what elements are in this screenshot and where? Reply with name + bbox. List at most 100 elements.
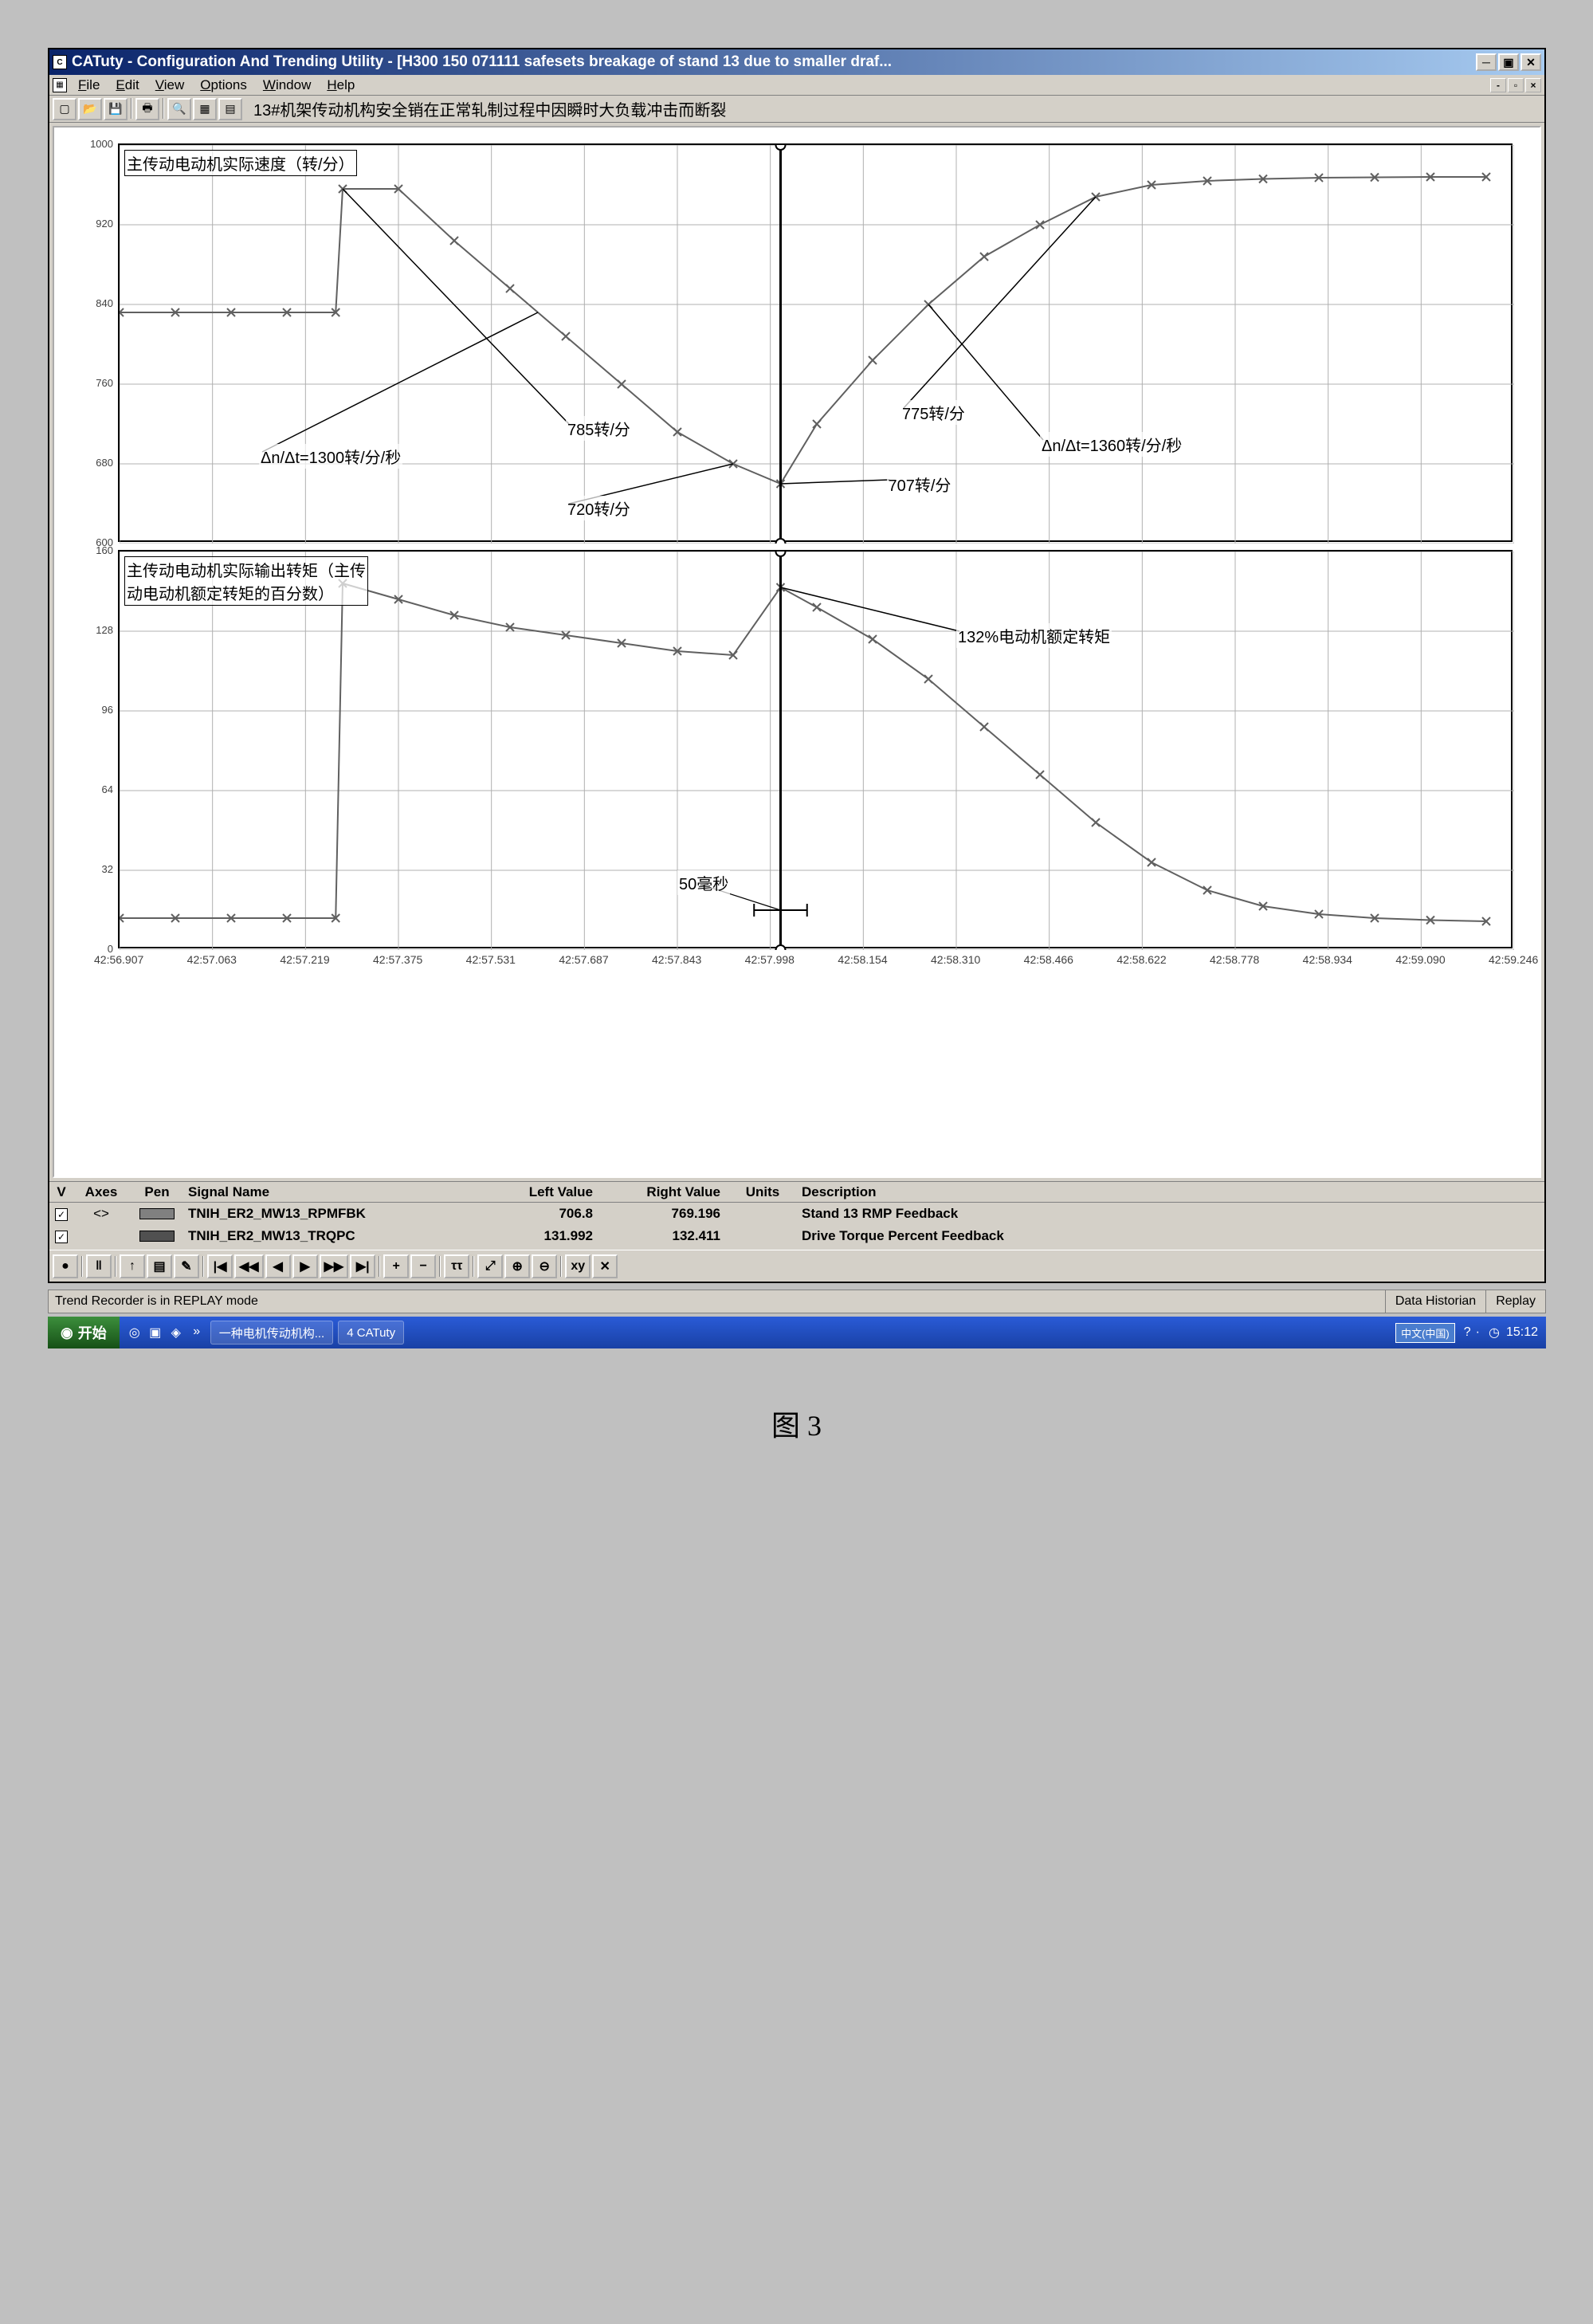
playback-btn-4[interactable]: ✎ [174,1254,199,1278]
zoom-icon[interactable]: 🔍 [167,98,191,120]
playback-btn-1[interactable]: ‖ [86,1254,112,1278]
x-tick-label: 42:56.907 [94,953,143,966]
playback-btn-11[interactable]: + [383,1254,409,1278]
chart-icon[interactable]: ▦ [193,98,217,120]
status-text: Trend Recorder is in REPLAY mode [49,1294,1385,1309]
y-tick-label: 680 [57,457,113,469]
playback-btn-16[interactable]: ⊖ [532,1254,557,1278]
legend-h-units: Units [727,1184,798,1200]
chart-annotation: 775转/分 [900,400,967,425]
playback-btn-12[interactable]: − [410,1254,436,1278]
chart-area[interactable]: 42:56.90742:57.06342:57.21942:57.37542:5… [53,126,1541,1178]
left-value: 131.992 [488,1228,599,1244]
start-label: 开始 [78,1322,107,1343]
titlebar[interactable]: C CATuty - Configuration And Trending Ut… [49,49,1544,75]
chart-annotation: 132%电动机额定转矩 [956,623,1112,648]
pen-swatch [139,1231,175,1242]
menu-view[interactable]: View [147,76,193,94]
quicklaunch-icon[interactable]: ◎ [126,1325,143,1341]
new-icon[interactable]: ▢ [53,98,77,120]
right-value: 769.196 [599,1206,727,1222]
minimize-button[interactable]: ─ [1476,53,1497,71]
y-tick-label: 64 [57,783,113,795]
x-tick-label: 42:58.466 [1024,953,1073,966]
playback-btn-13[interactable]: ττ [444,1254,469,1278]
playback-btn-15[interactable]: ⊕ [504,1254,530,1278]
y-tick-label: 128 [57,624,113,636]
tray-icon[interactable]: ? [1464,1325,1471,1339]
legend-h-v: V [49,1184,73,1200]
quicklaunch-icon[interactable]: » [188,1325,206,1341]
signal-name: TNIH_ER2_MW13_RPMFBK [185,1206,488,1222]
chart-annotation: 707转/分 [887,472,953,497]
visibility-checkbox[interactable]: ✓ [55,1208,68,1221]
playback-btn-14[interactable]: ⤢ [477,1254,503,1278]
menu-window[interactable]: Window [255,76,319,94]
status-mode: Replay [1485,1290,1545,1313]
menu-help[interactable]: Help [319,76,363,94]
status-bar: Trend Recorder is in REPLAY mode Data Hi… [48,1290,1546,1313]
playback-btn-3[interactable]: ▤ [147,1254,172,1278]
main-window: C CATuty - Configuration And Trending Ut… [48,48,1546,1283]
playback-toolbar: ●‖↑▤✎|◀◀◀◀▶▶▶▶|+−ττ⤢⊕⊖xy✕ [49,1250,1544,1282]
playback-btn-0[interactable]: ● [53,1254,78,1278]
open-icon[interactable]: 📂 [78,98,102,120]
y-tick-label: 760 [57,377,113,389]
mdi-child-icon[interactable]: ▦ [53,78,67,92]
mdi-close[interactable]: × [1525,78,1541,92]
menu-options[interactable]: Options [192,76,255,94]
taskbar-clock: 15:12 [1506,1325,1538,1340]
menu-edit[interactable]: Edit [108,76,147,94]
legend-row[interactable]: ✓TNIH_ER2_MW13_TRQPC131.992132.411Drive … [49,1225,1544,1247]
menu-file[interactable]: File [70,76,108,94]
figure-label: 图 3 [0,1403,1593,1444]
playback-btn-17[interactable]: xy [565,1254,591,1278]
print-icon[interactable]: 🖶 [135,98,159,120]
playback-btn-7[interactable]: ◀ [265,1254,291,1278]
x-tick-label: 42:57.375 [373,953,422,966]
close-button[interactable]: ✕ [1520,53,1541,71]
playback-btn-5[interactable]: |◀ [207,1254,233,1278]
playback-btn-9[interactable]: ▶▶ [320,1254,349,1278]
quicklaunch-icon[interactable]: ▣ [147,1325,164,1341]
chart-annotation: Δn/Δt=1300转/分/秒 [259,444,402,469]
save-icon[interactable]: 💾 [104,98,128,120]
chart-annotation: 720转/分 [566,496,632,520]
grid-icon[interactable]: ▤ [218,98,242,120]
language-indicator[interactable]: 中文(中国) [1395,1323,1455,1343]
legend-h-desc: Description [798,1184,1544,1200]
system-tray: 中文(中国) ? · ◷ 15:12 [1395,1323,1546,1343]
playback-btn-10[interactable]: ▶| [350,1254,375,1278]
taskbar-item[interactable]: 一种电机传动机构... [210,1321,334,1345]
chart-panel: 主传动电动机实际速度（转/分）Δn/Δt=1300转/分/秒785转/分720转… [118,143,1513,542]
clock-icon: ◷ [1489,1325,1500,1341]
playback-btn-18[interactable]: ✕ [592,1254,618,1278]
x-tick-label: 42:58.934 [1303,953,1352,966]
panel-title: 主传动电动机实际输出转矩（主传 动电动机额定转矩的百分数） [124,556,368,606]
standard-toolbar: ▢📂💾🖶🔍▦▤ 13#机架传动机构安全销在正常轧制过程中因瞬时大负载冲击而断裂 [49,96,1544,123]
pen-swatch [139,1208,175,1219]
start-icon: ◉ [61,1325,73,1341]
x-tick-label: 42:57.219 [280,953,329,966]
legend-h-name: Signal Name [185,1184,488,1200]
maximize-button[interactable]: ▣ [1498,53,1519,71]
legend-row[interactable]: ✓<>TNIH_ER2_MW13_RPMFBK706.8769.196Stand… [49,1203,1544,1225]
taskbar-item[interactable]: 4 CATuty [338,1321,404,1345]
y-tick-label: 0 [57,943,113,955]
app-icon: C [53,55,67,69]
x-tick-label: 42:57.531 [466,953,516,966]
playback-btn-8[interactable]: ▶ [292,1254,318,1278]
legend-header: V Axes Pen Signal Name Left Value Right … [49,1182,1544,1203]
chart-annotation: Δn/Δt=1360转/分/秒 [1040,432,1183,457]
start-button[interactable]: ◉ 开始 [48,1317,120,1348]
x-tick-label: 42:59.090 [1395,953,1445,966]
x-tick-label: 42:58.778 [1210,953,1259,966]
tray-icon[interactable]: · [1476,1325,1480,1339]
playback-btn-6[interactable]: ◀◀ [234,1254,264,1278]
mdi-child-buttons: - ▫ × [1490,78,1541,92]
visibility-checkbox[interactable]: ✓ [55,1231,68,1243]
mdi-restore[interactable]: ▫ [1508,78,1524,92]
quicklaunch-icon[interactable]: ◈ [167,1325,185,1341]
playback-btn-2[interactable]: ↑ [120,1254,145,1278]
mdi-minimize[interactable]: - [1490,78,1506,92]
